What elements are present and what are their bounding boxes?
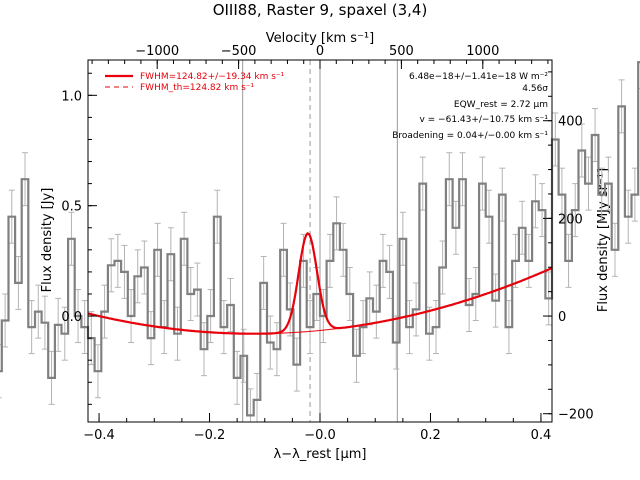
annotation-text: 4.56σ — [522, 84, 548, 94]
y2-tick-label: −200 — [558, 408, 594, 423]
annotations: 6.48e−18+/−1.41e−18 W m⁻² 4.56σ EQW_rest =… — [392, 72, 548, 141]
top-tick-label: 0 — [316, 44, 324, 59]
legend-label: FWHM=124.82+/−19.34 km s⁻¹ — [140, 72, 285, 82]
y2-axis-label: Flux density [MJy sr⁻¹] — [596, 168, 611, 312]
data-histogram — [0, 61, 640, 417]
x-axis-label: λ−λ_rest [μm] — [274, 447, 367, 462]
y-axis-label: Flux density [Jy] — [40, 188, 55, 293]
x-tick-label: −0.4 — [83, 428, 115, 443]
top-tick-label: 1000 — [466, 44, 499, 59]
reference-lines — [242, 60, 398, 422]
top-tick-label: −1000 — [135, 44, 179, 59]
spectrum-data — [0, 61, 640, 417]
model-fit — [87, 232, 553, 335]
top-axis-label: Velocity [km s⁻¹] — [266, 31, 374, 46]
x-tick-label: −0.2 — [194, 428, 226, 443]
legend: FWHM=124.82+/−19.34 km s⁻¹FWHM_th=124.82… — [105, 72, 285, 93]
legend-label: FWHM_th=124.82 km s⁻¹ — [140, 83, 255, 93]
y-tick-label: 0.5 — [61, 200, 82, 215]
y2-tick-label: 0 — [558, 310, 566, 325]
x-tick-label: −0.0 — [304, 428, 336, 443]
y2-tick-label: 400 — [558, 115, 583, 130]
y-tick-label: 1.0 — [61, 89, 82, 104]
y2-tick-label: 200 — [558, 212, 583, 227]
top-tick-label: 500 — [389, 44, 414, 59]
y-tick-label: 0.0 — [61, 310, 82, 325]
chart-title: OIII88, Raster 9, spaxel (3,4) — [213, 1, 428, 19]
annotation-text: v = −61.43+/−10.75 km s⁻¹ — [419, 115, 548, 125]
x-tick-label: 0.2 — [420, 428, 441, 443]
x-tick-label: 0.4 — [531, 428, 552, 443]
axes: −0.4 −0.2 −0.0 0.2 0.4 −1000 −500 0 500 1000 0.0 0.… — [61, 44, 593, 443]
top-tick-label: −500 — [221, 44, 257, 59]
annotation-text: Broadening = 0.04+/−0.00 km s⁻¹ — [392, 131, 548, 141]
annotation-text: EQW_rest = 2.72 μm — [454, 100, 548, 110]
continuum-fit-line — [87, 267, 553, 335]
annotation-text: 6.48e−18+/−1.41e−18 W m⁻² — [409, 72, 548, 82]
